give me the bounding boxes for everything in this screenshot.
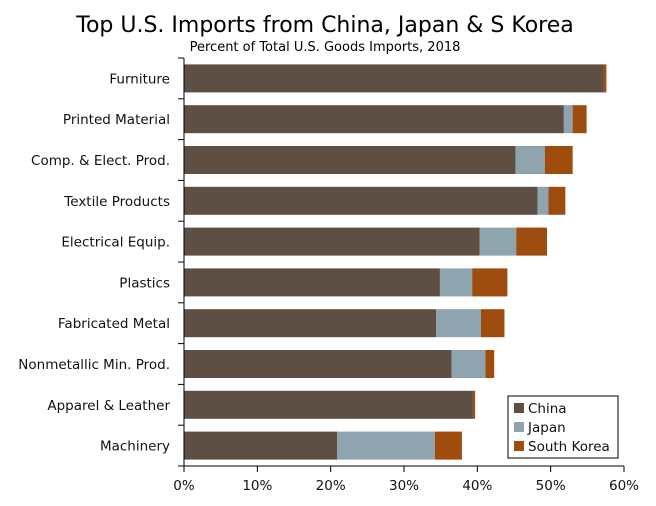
category-label: Fabricated Metal	[58, 316, 170, 332]
x-tick-label: 50%	[536, 478, 566, 494]
category-label: Textile Products	[63, 194, 170, 210]
category-label: Furniture	[109, 71, 170, 87]
x-tick-label: 10%	[242, 478, 272, 494]
bar-comp-elect-prod-china	[184, 146, 516, 174]
category-labels: Furniture Printed Material Comp. & Elect. …	[18, 71, 170, 454]
chart-title: Top U.S. Imports from China, Japan & S K…	[75, 13, 573, 38]
bar-furniture-china	[184, 64, 604, 93]
x-tick-label: 60%	[609, 478, 639, 494]
category-label: Machinery	[100, 439, 170, 455]
bar-plastics-japan	[439, 268, 473, 297]
bar-textile-products-japan	[537, 186, 549, 215]
legend: China Japan South Korea	[507, 395, 619, 459]
x-tick-label: 20%	[316, 478, 346, 494]
category-label: Apparel & Leather	[47, 398, 170, 414]
category-label: Printed Material	[63, 112, 170, 128]
bar-fabricated-metal-china	[184, 309, 437, 338]
bar-machinery-china	[184, 431, 338, 460]
bar-comp-elect-prod-south-korea	[544, 146, 573, 174]
legend-swatch-china	[514, 403, 524, 413]
bar-plastics-china	[184, 268, 440, 297]
category-label: Electrical Equip.	[61, 235, 170, 251]
bar-machinery-south-korea	[434, 431, 462, 460]
bar-comp-elect-prod-japan	[515, 146, 545, 174]
legend-label-south-korea: South Korea	[528, 439, 610, 455]
bar-electrical-equip-japan	[479, 227, 517, 256]
legend-swatch-south-korea	[514, 441, 524, 451]
bars-layer	[184, 64, 607, 460]
x-axis: 0% 10% 20% 30% 40% 50% 60%	[173, 57, 639, 494]
legend-label-japan: Japan	[527, 420, 566, 436]
x-tick-label: 0%	[173, 478, 195, 494]
bar-machinery-japan	[337, 431, 435, 460]
bar-textile-products-china	[184, 186, 538, 215]
x-tick-label: 40%	[462, 478, 492, 494]
bar-fabricated-metal-south-korea	[481, 309, 505, 338]
bar-furniture-south-korea	[603, 64, 607, 93]
legend-box	[507, 395, 619, 459]
bar-apparel-leather-south-korea	[472, 390, 476, 419]
bar-fabricated-metal-japan	[436, 309, 481, 338]
chart-subtitle: Percent of Total U.S. Goods Imports, 201…	[190, 40, 461, 55]
bar-nonmetallic-min-prod-china	[184, 350, 452, 378]
bar-plastics-south-korea	[472, 268, 508, 297]
category-label: Comp. & Elect. Prod.	[31, 153, 170, 169]
bar-apparel-leather-china	[184, 390, 473, 419]
bar-textile-products-south-korea	[548, 186, 566, 215]
legend-label-china: China	[528, 401, 567, 417]
bar-nonmetallic-min-prod-japan	[451, 350, 486, 378]
x-tick-label: 30%	[389, 478, 419, 494]
category-label: Plastics	[119, 275, 170, 291]
bar-printed-material-japan	[563, 105, 573, 134]
category-label: Nonmetallic Min. Prod.	[18, 357, 170, 373]
bar-electrical-equip-south-korea	[516, 227, 547, 256]
legend-swatch-japan	[514, 422, 524, 432]
bar-printed-material-south-korea	[572, 105, 587, 134]
bar-printed-material-china	[184, 105, 564, 134]
bar-nonmetallic-min-prod-south-korea	[485, 350, 495, 378]
bar-electrical-equip-china	[184, 227, 480, 256]
